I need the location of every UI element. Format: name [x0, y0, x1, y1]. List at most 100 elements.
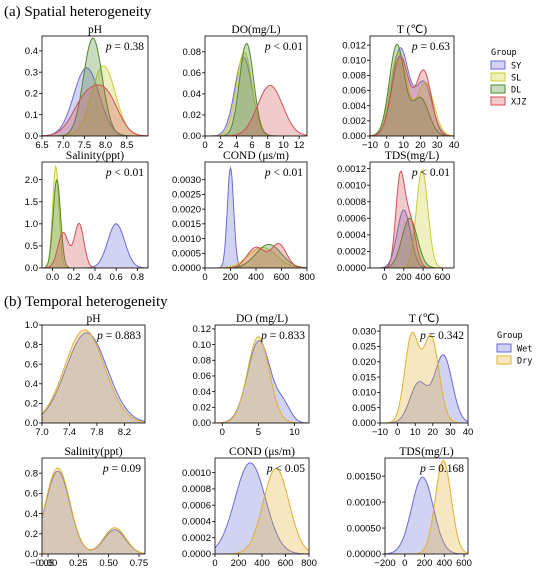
panel-title: TDS(mg/L)	[399, 446, 453, 458]
density-area-sy	[370, 210, 454, 268]
y-tick-label: 0.0030	[172, 175, 201, 186]
y-tick-label: 0.015	[352, 372, 376, 383]
density-area-dry	[215, 336, 309, 423]
x-tick-label: 8.5	[120, 140, 133, 151]
legend-title: Group	[497, 331, 523, 341]
y-tick-label: 0.005	[352, 403, 376, 414]
density-area-xjz	[42, 223, 148, 268]
y-tick-label: 0.008	[342, 71, 366, 82]
panel-title: TDS(mg/L)	[385, 150, 439, 162]
panel-1: 6.5 7.0 7.5 8.0 8.5 0.0 0.1 0.2 0.3 0.4 pHp = 0.38	[25, 24, 149, 151]
y-tick-label: 0.000	[342, 131, 366, 142]
y-tick-label: 0.0005	[172, 248, 201, 259]
y-tick-label: 0.00	[193, 418, 212, 429]
y-tick-label: 0.0010	[182, 468, 211, 479]
density-area-dry	[385, 460, 468, 554]
density-line-xjz	[205, 243, 307, 268]
x-tick-label: 0	[220, 427, 225, 438]
y-tick-label: 0.4	[25, 509, 38, 520]
density-area-wet	[385, 477, 468, 554]
density-line-dry	[42, 467, 145, 554]
panel-2: 0 2 4 6 8 10 12 0.00 0.02 0.04 0.06 0.08 DO(mg/L) p <…	[183, 24, 308, 151]
panel-12: −200 0 200 400 600 0.00000 0.00050 0.00100 0.001…	[347, 446, 472, 569]
y-tick-label: 0.025	[352, 342, 376, 353]
x-tick-label: 600	[456, 558, 472, 569]
y-tick-label: 0.002	[342, 116, 366, 127]
x-tick-label: 7.5	[78, 140, 91, 151]
x-tick-label: 600	[274, 272, 290, 283]
y-tick-label: 0.0015	[172, 219, 201, 230]
p-value-label: p = 0.63	[411, 41, 450, 53]
y-tick-label: 0.00000	[347, 549, 381, 560]
density-line-dry	[215, 336, 309, 423]
x-tick-label: 30	[445, 427, 456, 438]
x-tick-label: 20	[428, 427, 439, 438]
x-tick-label: 12	[294, 140, 305, 151]
y-tick-label: 0.0	[25, 263, 38, 274]
density-line-wet	[215, 462, 309, 554]
density-area-xjz	[370, 55, 454, 136]
density-area-wet	[42, 471, 145, 554]
y-tick-label: 0.0025	[172, 190, 201, 201]
y-tick-label: 0.0	[25, 418, 38, 429]
x-tick-label: 10	[410, 427, 421, 438]
x-tick-label: 200	[231, 558, 247, 569]
x-tick-label: 200	[396, 272, 412, 283]
x-tick-label: 20	[415, 140, 426, 151]
p-value-label: p < 0.01	[264, 41, 303, 53]
density-area-sl	[370, 52, 454, 136]
p-value-label: p = 0.38	[105, 41, 144, 53]
density-line-xjz	[370, 55, 454, 136]
density-line-dl	[205, 244, 307, 268]
panel-title: Salinity(ppt)	[66, 150, 124, 162]
x-tick-label: 2	[218, 140, 223, 151]
panel-3: −10 0 10 20 30 40 0.000 0.002 0.004 0.006 0.008 0.0…	[342, 24, 459, 151]
x-tick-label: 800	[301, 558, 317, 569]
density-area-wet	[42, 332, 145, 423]
density-areas	[42, 329, 145, 423]
y-tick-label: 0.08	[183, 47, 202, 58]
density-areas	[385, 460, 468, 554]
y-tick-label: 0.02	[183, 110, 202, 121]
density-line-dry	[42, 329, 145, 423]
density-area-sl	[42, 166, 148, 268]
p-value-label: p < 0.01	[264, 167, 303, 179]
x-tick-label: 4	[234, 140, 239, 151]
density-area-dl	[42, 38, 148, 136]
density-areas	[370, 169, 454, 268]
x-tick-label: 10	[278, 140, 289, 151]
x-tick-label: 800	[299, 272, 315, 283]
density-areas	[42, 37, 148, 136]
legend-swatch-sy	[490, 60, 506, 70]
y-tick-label: 0.010	[342, 55, 366, 66]
density-line-xjz	[42, 84, 148, 136]
density-area-dl	[205, 244, 307, 268]
y-tick-label: 0.00150	[347, 471, 381, 482]
y-tick-label: 0.4	[25, 46, 38, 57]
x-tick-label: 0.8	[131, 272, 144, 283]
y-tick-label: 0.0006	[182, 500, 211, 511]
panel-title: DO(mg/L)	[231, 24, 280, 36]
x-tick-label: 200	[223, 272, 239, 283]
density-area-dry	[380, 332, 468, 423]
density-area-dl	[205, 43, 307, 136]
density-line-wet	[385, 476, 468, 554]
y-tick-label: 0.0002	[182, 533, 211, 544]
panel-5: 0 200 400 600 800 0.0000 0.0005 0.0010 0.0015 0.0…	[172, 150, 315, 283]
panel-6: 0 200 400 600 0.0000 0.0002 0.0004 0.0006 0.0008…	[337, 150, 455, 283]
y-tick-label: 0.6	[25, 359, 38, 370]
y-tick-label: 0.0012	[337, 164, 366, 175]
x-tick-label: 30	[432, 140, 443, 151]
legend-label-wet: Wet	[517, 345, 532, 355]
axes-frame	[41, 457, 146, 555]
y-tick-label: 0.3	[25, 67, 38, 78]
y-tick-label: 0.0000	[337, 263, 366, 274]
section-title-spatial: (a) Spatial heterogeneity	[4, 4, 152, 20]
legend-swatch-wet	[496, 343, 512, 353]
y-tick-label: 0.5	[25, 241, 38, 252]
x-tick-label: −200	[374, 558, 395, 569]
density-line-sy	[370, 209, 454, 268]
y-tick-label: 0.2	[25, 399, 38, 410]
